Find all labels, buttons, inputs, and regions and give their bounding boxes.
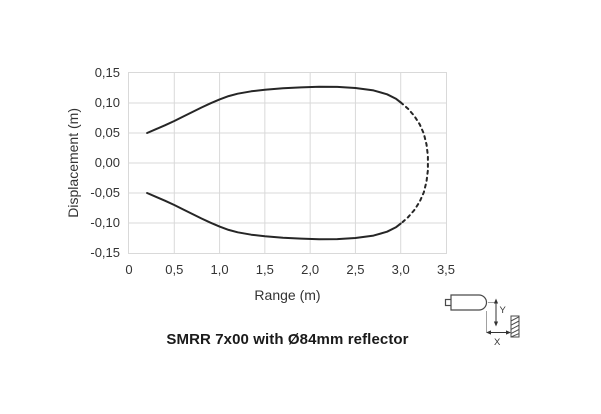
x-tick-label: 3,0 bbox=[391, 262, 410, 277]
y-tick-label: 0,10 bbox=[94, 95, 120, 110]
x-dimension-arrow bbox=[486, 330, 511, 335]
x-tick-label: 3,5 bbox=[436, 262, 456, 277]
x-tick-label: 2,0 bbox=[301, 262, 320, 277]
detection-boundary-lower-curve bbox=[146, 192, 402, 241]
sensor-icon bbox=[444, 294, 488, 311]
x-tick-label: 1,0 bbox=[210, 262, 229, 277]
x-axis-title: Range (m) bbox=[254, 287, 321, 303]
x-tick-label: 0 bbox=[125, 262, 133, 277]
y-tick-label: 0,00 bbox=[94, 155, 120, 170]
detection-boundary-upper-curve bbox=[146, 85, 402, 134]
y-tick-label: 0,05 bbox=[94, 125, 120, 140]
x-tick-label: 1,5 bbox=[255, 262, 274, 277]
reflector-icon bbox=[510, 315, 520, 338]
x-dimension-label: X bbox=[494, 337, 501, 348]
detection-boundary-limit-curve bbox=[399, 101, 429, 225]
dimension-extension-lines bbox=[486, 302, 497, 333]
y-dimension-arrow bbox=[493, 298, 499, 327]
figure-caption: SMRR 7x00 with Ø84mm reflector bbox=[166, 331, 409, 348]
y-tick-label: -0,10 bbox=[90, 215, 120, 230]
plot-area bbox=[128, 72, 447, 254]
y-tick-label: 0,15 bbox=[94, 65, 120, 80]
x-tick-label: 2,5 bbox=[346, 262, 365, 277]
y-dimension-label: Y bbox=[500, 305, 507, 316]
sensor-body bbox=[450, 294, 488, 311]
orientation-legend: Y X bbox=[444, 294, 520, 348]
plot-svg bbox=[129, 73, 446, 253]
y-tick-label: -0,05 bbox=[90, 185, 120, 200]
y-tick-label: -0,15 bbox=[90, 245, 120, 260]
x-tick-label: 0,5 bbox=[165, 262, 184, 277]
